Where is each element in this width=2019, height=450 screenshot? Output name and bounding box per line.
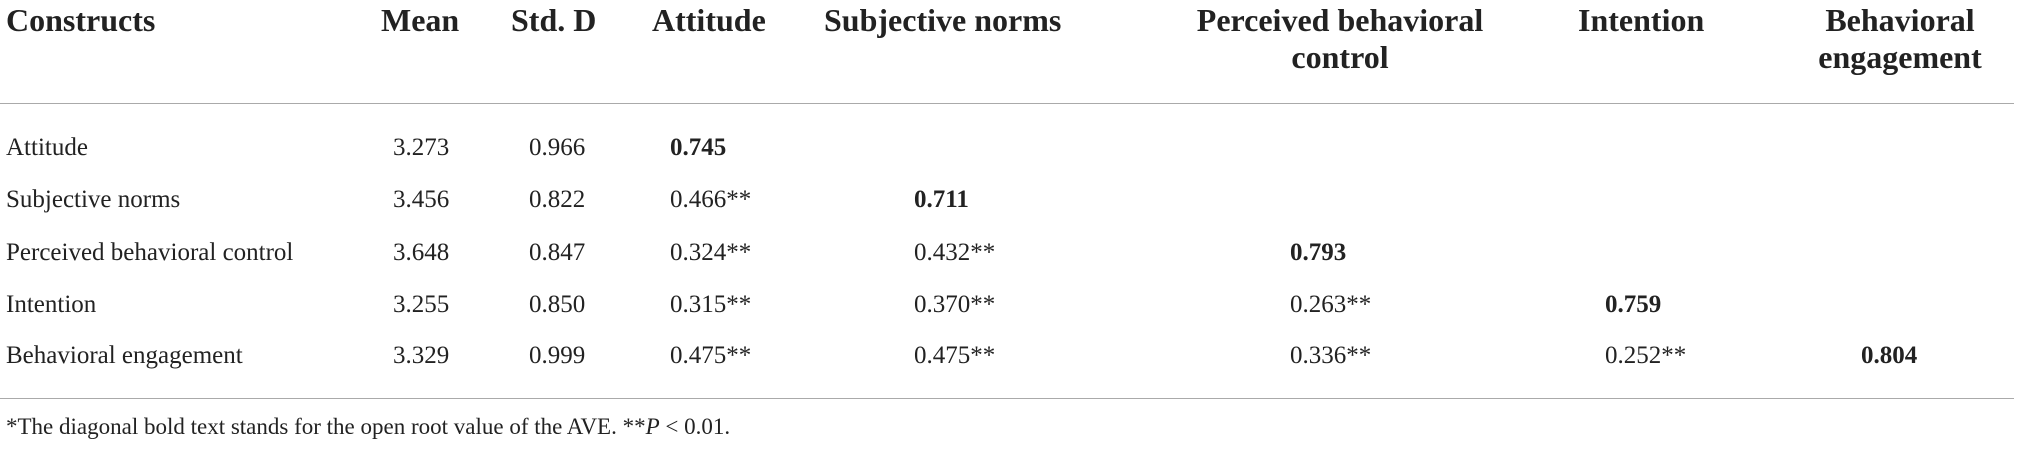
correlation-cell: 0.315** xyxy=(670,291,752,318)
column-header: Subjective norms xyxy=(824,2,1062,38)
column-header: Std. D xyxy=(511,2,597,38)
correlation-cell: 0.324** xyxy=(670,239,752,266)
correlation-cell: 0.759 xyxy=(1605,291,1662,318)
mean-cell: 3.255 xyxy=(393,291,450,318)
row-label: Intention xyxy=(6,291,97,318)
correlation-cell: 0.745 xyxy=(670,134,727,161)
footnote-p: P xyxy=(645,414,660,439)
sd-cell: 0.966 xyxy=(529,134,586,161)
row-label: Behavioral engagement xyxy=(6,342,243,369)
column-header: Intention xyxy=(1578,2,1705,38)
correlation-cell: 0.793 xyxy=(1290,239,1347,266)
mean-cell: 3.648 xyxy=(393,239,450,266)
column-header: Mean xyxy=(381,2,460,38)
column-header: Attitude xyxy=(652,2,766,38)
correlation-cell: 0.475** xyxy=(670,342,752,369)
footnote: *The diagonal bold text stands for the o… xyxy=(6,414,730,440)
sd-cell: 0.847 xyxy=(529,239,586,266)
correlation-cell: 0.336** xyxy=(1290,342,1372,369)
mean-cell: 3.456 xyxy=(393,186,450,213)
footnote-text: < 0.01. xyxy=(659,414,731,439)
column-header: Behavioral engagement xyxy=(1818,2,1982,75)
footnote-text: *The diagonal bold text stands for the o… xyxy=(6,414,646,439)
mean-cell: 3.273 xyxy=(393,134,450,161)
correlation-cell: 0.711 xyxy=(914,186,969,213)
correlation-cell: 0.466** xyxy=(670,186,752,213)
sd-cell: 0.850 xyxy=(529,291,586,318)
correlation-cell: 0.370** xyxy=(914,291,996,318)
header-rule xyxy=(0,103,2014,104)
sd-cell: 0.822 xyxy=(529,186,586,213)
column-header: Constructs xyxy=(6,2,156,38)
bottom-rule xyxy=(0,398,2014,399)
correlation-cell: 0.804 xyxy=(1861,342,1918,369)
row-label: Attitude xyxy=(6,134,88,161)
sd-cell: 0.999 xyxy=(529,342,586,369)
correlation-cell: 0.475** xyxy=(914,342,996,369)
mean-cell: 3.329 xyxy=(393,342,450,369)
row-label: Perceived behavioral control xyxy=(6,239,294,266)
column-header: Perceived behavioral control xyxy=(1196,2,1484,75)
correlation-cell: 0.252** xyxy=(1605,342,1687,369)
row-label: Subjective norms xyxy=(6,186,181,213)
correlation-cell: 0.263** xyxy=(1290,291,1372,318)
correlation-cell: 0.432** xyxy=(914,239,996,266)
